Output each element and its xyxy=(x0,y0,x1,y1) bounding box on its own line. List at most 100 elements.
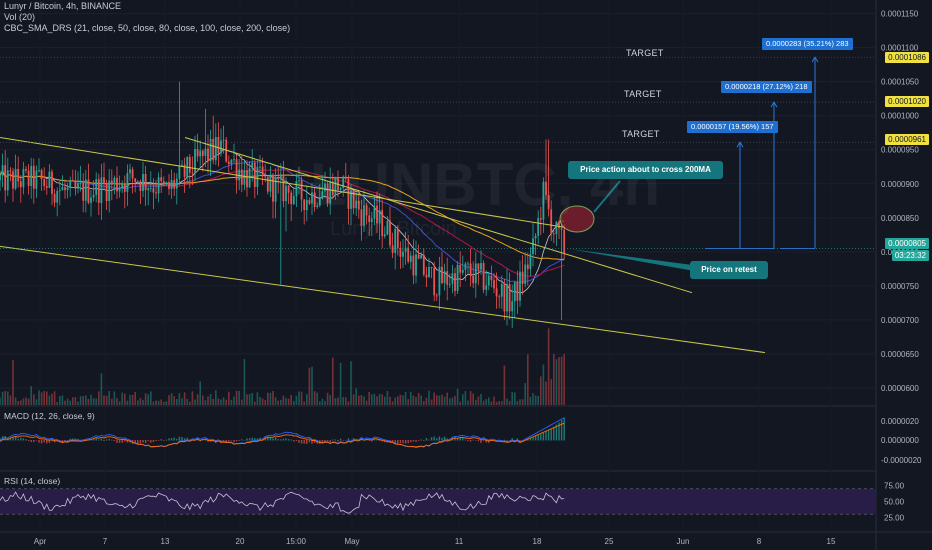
candle-body xyxy=(201,150,204,156)
chart-title[interactable]: Lunyr / Bitcoin, 4h, BINANCE xyxy=(4,1,122,11)
candle-body xyxy=(508,283,511,312)
candle-body xyxy=(381,210,384,237)
volume-bar xyxy=(321,398,324,405)
macd-histogram-bar xyxy=(69,438,71,441)
volume-bar xyxy=(384,396,386,405)
candle-body xyxy=(305,200,308,211)
candle-body xyxy=(220,140,222,154)
candle-body xyxy=(521,271,524,284)
volume-bar xyxy=(228,391,230,405)
candle-body xyxy=(454,273,456,291)
callout-cross-200ma[interactable]: Price action about to cross 200MA xyxy=(568,161,723,179)
macd-histogram-bar xyxy=(402,440,404,444)
volume-indicator-label[interactable]: Vol (20) xyxy=(4,12,36,22)
volume-bar xyxy=(66,398,69,405)
volume-bar xyxy=(485,399,487,405)
volume-bar xyxy=(35,399,38,405)
macd-tick-label: 0.0000000 xyxy=(881,436,919,445)
volume-bar xyxy=(147,394,149,405)
drawings[interactable] xyxy=(0,56,876,354)
macd-histogram-bar xyxy=(563,417,565,441)
rsi-tick-label: 25.00 xyxy=(884,513,905,522)
macd-histogram-bar xyxy=(417,440,420,441)
rsi-band xyxy=(0,488,876,515)
candle-body xyxy=(537,218,540,236)
candle-body xyxy=(292,196,295,205)
candle-body xyxy=(495,288,498,297)
volume-bar xyxy=(319,401,321,405)
candle-body xyxy=(19,181,22,188)
candle-body xyxy=(168,182,170,189)
candle-body xyxy=(51,171,53,194)
macd-label[interactable]: MACD (12, 26, close, 9) xyxy=(4,411,95,421)
volume-bar xyxy=(72,397,74,405)
candle-body xyxy=(542,181,545,220)
macd-histogram-bar xyxy=(248,438,251,441)
volume-bar xyxy=(329,395,331,405)
volume-bar xyxy=(412,395,415,405)
macd-histogram-bar xyxy=(134,440,136,444)
macd-signal-line xyxy=(0,422,565,448)
macd-histogram-bar xyxy=(144,440,147,444)
macd-histogram-bar xyxy=(12,436,14,441)
macd-histogram-bar xyxy=(511,438,513,441)
volume-bar xyxy=(142,399,144,405)
macd-histogram-bar xyxy=(178,436,181,441)
upper-trendline xyxy=(0,137,566,228)
macd-histogram-bar xyxy=(121,440,123,443)
callout-retest[interactable]: Price on retest xyxy=(690,261,768,279)
macd-histogram-bar xyxy=(339,438,342,441)
measure-label-1[interactable]: 0.0000157 (19.56%) 157 xyxy=(687,121,778,133)
candle-body xyxy=(84,179,87,201)
candle-body xyxy=(147,188,150,191)
macd-histogram-bar xyxy=(230,440,233,441)
candle-body xyxy=(500,283,503,297)
macd-histogram-bar xyxy=(222,440,225,442)
volume-bar xyxy=(85,395,87,405)
candle-body xyxy=(30,165,33,186)
rsi-label[interactable]: RSI (14, close) xyxy=(4,476,61,486)
macd-histogram-bar xyxy=(298,440,300,443)
callout-pointer xyxy=(570,249,700,272)
candle-body xyxy=(66,187,69,191)
price-tick-label: 0.0000600 xyxy=(881,384,919,393)
candle-body xyxy=(204,148,207,156)
macd-histogram-bar xyxy=(532,436,534,441)
price-tick-label: 0.0000700 xyxy=(881,316,919,325)
candle-body xyxy=(97,179,100,204)
macd-histogram-bar xyxy=(300,440,303,444)
candle-body xyxy=(373,205,376,219)
candle-body xyxy=(443,271,446,284)
volume-bar xyxy=(261,398,264,405)
last-price-tag: 0.0000805 xyxy=(885,238,929,249)
candle-body xyxy=(105,183,108,202)
volume-bar xyxy=(98,391,100,405)
candle-body xyxy=(53,193,56,203)
candle-body xyxy=(498,296,501,298)
candle-body xyxy=(61,187,64,191)
macd-histogram-bar xyxy=(290,439,292,441)
measure-label-3[interactable]: 0.0000283 (35.21%) 283 xyxy=(762,38,853,50)
macd-histogram-bar xyxy=(155,440,157,441)
volume-bar xyxy=(108,391,110,405)
volume-bar xyxy=(121,392,123,405)
sma-indicator-label[interactable]: CBC_SMA_DRS (21, close, 50, close, 80, c… xyxy=(4,23,291,33)
macd-histogram-bar xyxy=(251,437,253,441)
volume-bar xyxy=(186,398,188,405)
volume-bar xyxy=(241,399,243,405)
candle-body xyxy=(550,209,553,234)
candle-body xyxy=(308,200,311,204)
candle-body xyxy=(82,182,85,201)
macd-histogram-bar xyxy=(337,440,339,442)
candle-body xyxy=(71,180,74,182)
macd-histogram-bar xyxy=(428,439,430,441)
volume-bar xyxy=(274,397,277,405)
measure-label-2[interactable]: 0.0000218 (27.12%) 218 xyxy=(721,81,812,93)
volume-bar xyxy=(397,396,399,405)
candle-body xyxy=(259,166,261,168)
macd-histogram-bar xyxy=(555,424,558,441)
volume-bar xyxy=(342,397,344,405)
macd-histogram-bar xyxy=(547,430,550,441)
candle-body xyxy=(209,139,212,161)
